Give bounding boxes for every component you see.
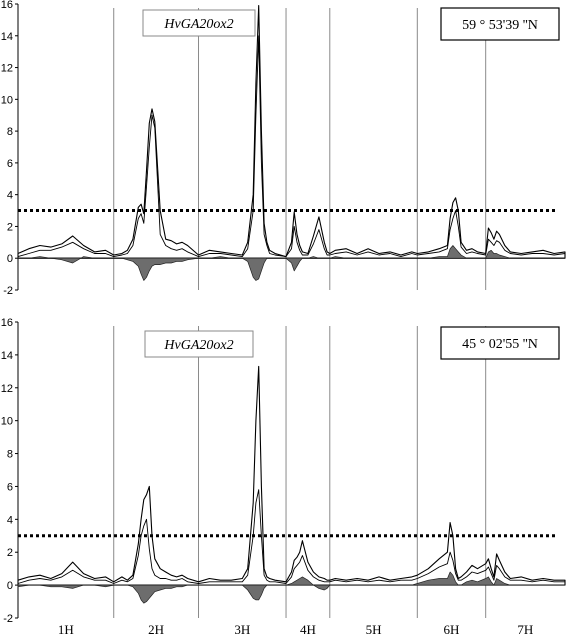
chromosome-labels: 1H 2H 3H 4H 5H 6H 7H xyxy=(58,622,533,637)
y-tick-label: 10 xyxy=(1,416,13,428)
y-tick-label: 14 xyxy=(1,31,13,43)
y-tick-label: 4 xyxy=(7,190,13,202)
chromosome-label-5H: 5H xyxy=(366,622,382,637)
y-tick-label: -2 xyxy=(3,285,13,297)
gene-label: HvGA20ox2 xyxy=(163,338,233,353)
lod-series-2 xyxy=(17,35,566,259)
lod-series-1 xyxy=(17,365,566,586)
chromosome-label-4H: 4H xyxy=(300,622,316,637)
lod-series-1 xyxy=(17,5,566,259)
y-tick-label: 0 xyxy=(7,253,13,265)
lod-series-3 xyxy=(17,245,566,281)
chromosome-label-1H: 1H xyxy=(58,622,74,637)
y-tick-label: 6 xyxy=(7,158,13,170)
lod-series-3 xyxy=(17,571,566,604)
panel-bottom: -2 0 2 4 6 8 10 12 14 16 HvGA20ox2 45 ° 02'55 ''N xyxy=(1,317,566,625)
y-tick-label: 2 xyxy=(7,221,13,233)
y-tick-label: -2 xyxy=(3,613,13,625)
chromosome-label-6H: 6H xyxy=(444,622,460,637)
lod-series-2 xyxy=(17,489,566,586)
chromosome-label-2H: 2H xyxy=(148,622,164,637)
y-tick-label: 10 xyxy=(1,94,13,106)
y-tick-label: 2 xyxy=(7,547,13,559)
latitude-label-box xyxy=(440,7,560,41)
y-tick-label: 12 xyxy=(1,63,13,75)
y-tick-label: 0 xyxy=(7,580,13,592)
latitude-label: 45 ° 02'55 ''N xyxy=(462,337,538,352)
chromosome-label-7H: 7H xyxy=(517,622,533,637)
y-tick-label: 12 xyxy=(1,383,13,395)
gene-label: HvGA20ox2 xyxy=(163,17,233,32)
y-tick-label: 8 xyxy=(7,449,13,461)
chromosome-label-3H: 3H xyxy=(234,622,250,637)
y-tick-label: 16 xyxy=(1,0,13,11)
y-tick-label: 8 xyxy=(7,126,13,138)
y-tick-label: 16 xyxy=(1,317,13,329)
y-tick-label: 4 xyxy=(7,514,13,526)
y-tick-label: 6 xyxy=(7,481,13,493)
y-tick-label: 14 xyxy=(1,350,13,362)
latitude-label: 59 ° 53'39 ''N xyxy=(462,18,538,33)
gene-label-box xyxy=(142,9,256,37)
latitude-label-box xyxy=(440,326,560,360)
panel-top: -2 0 2 4 6 8 10 12 14 16 HvGA20ox2 59 ° 53'39 ''N xyxy=(1,0,566,297)
gene-label-box xyxy=(144,330,254,358)
